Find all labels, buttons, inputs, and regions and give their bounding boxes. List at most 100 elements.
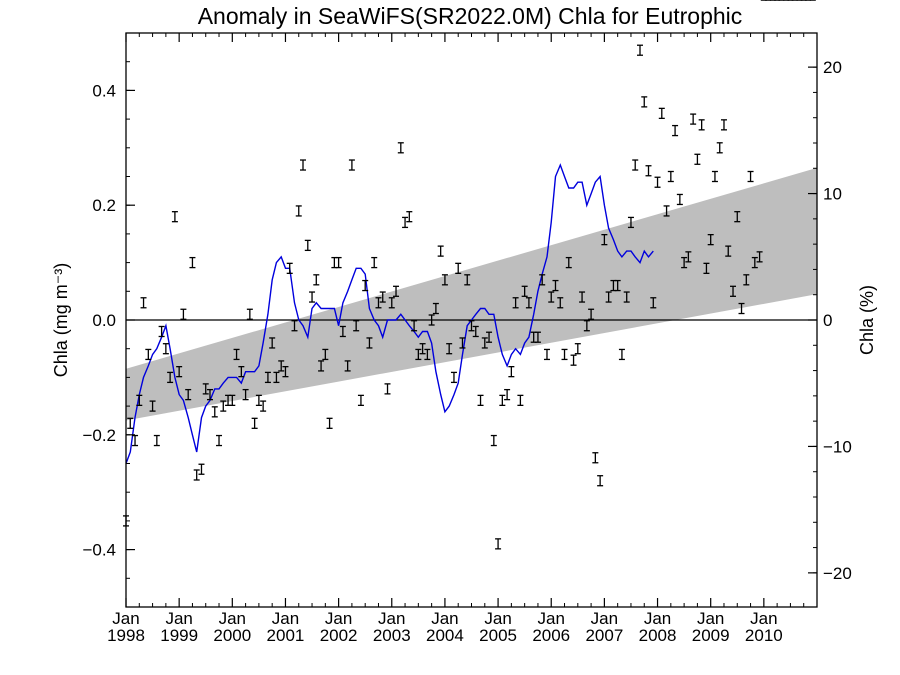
anomaly-point	[291, 320, 298, 332]
anomaly-point	[198, 463, 205, 475]
anomaly-point	[176, 366, 183, 378]
anomaly-point	[455, 262, 462, 274]
anomaly-point	[193, 469, 200, 481]
anomaly-point	[339, 325, 346, 338]
anomaly-point	[743, 274, 750, 286]
anomaly-point	[411, 320, 418, 332]
y-tick-label-left: 0.0	[92, 311, 116, 330]
anomaly-point	[424, 348, 431, 361]
anomaly-point	[326, 417, 333, 429]
anomaly-point	[565, 256, 572, 269]
anomaly-point	[495, 538, 502, 550]
anomaly-point	[282, 366, 289, 378]
anomaly-point	[220, 400, 227, 412]
anomaly-point	[672, 124, 679, 137]
anomaly-point	[255, 394, 262, 407]
anomaly-point	[132, 434, 139, 447]
anomaly-point	[419, 343, 426, 355]
anomaly-point	[331, 256, 338, 269]
x-tick-month-label: Jan	[272, 609, 299, 628]
chart-title: Anomaly in SeaWiFS(SR2022.0M) Chla for E…	[198, 3, 743, 29]
anomaly-point	[384, 383, 391, 395]
anomaly-point	[260, 400, 267, 412]
anomaly-point	[579, 291, 586, 303]
anomaly-point	[667, 170, 674, 183]
anomaly-point	[517, 394, 524, 407]
anomaly-point	[597, 475, 604, 487]
anomaly-point	[481, 337, 488, 349]
anomaly-point	[548, 291, 555, 303]
anomaly-point	[335, 256, 342, 269]
anomaly-point	[716, 142, 723, 154]
anomaly-point	[711, 170, 718, 183]
x-tick-year-label: 2009	[692, 626, 730, 645]
y-tick-label-right: 0	[823, 311, 832, 330]
x-tick-month-label: Jan	[325, 609, 352, 628]
anomaly-point	[751, 256, 758, 269]
running-mean-line	[125, 163, 654, 464]
anomaly-point	[756, 251, 763, 263]
anomaly-point	[490, 434, 497, 447]
anomaly-point	[627, 216, 634, 229]
anomaly-point	[127, 417, 134, 429]
anomaly-point	[344, 360, 351, 372]
anomaly-point	[353, 320, 360, 332]
x-tick-year-label: 2008	[639, 626, 677, 645]
anomaly-point	[233, 348, 240, 361]
anomaly-point	[459, 337, 466, 349]
anomaly-point	[543, 348, 550, 361]
anomaly-point	[592, 452, 599, 464]
anomaly-point	[304, 239, 311, 252]
x-tick-month-label: Jan	[219, 609, 246, 628]
anomaly-point	[654, 176, 661, 188]
anomaly-point	[464, 274, 471, 286]
anomaly-point	[273, 371, 280, 384]
anomaly-point	[614, 279, 621, 292]
anomaly-point	[730, 285, 737, 297]
anomaly-point	[477, 394, 484, 407]
anomaly-point	[322, 348, 329, 361]
anomaly-point	[278, 360, 285, 372]
x-tick-year-label: 2006	[532, 626, 570, 645]
anomaly-point	[206, 388, 213, 401]
anomaly-point	[313, 274, 320, 286]
anomaly-point	[171, 211, 178, 223]
x-tick-year-label: 2001	[267, 626, 305, 645]
x-tick-year-label: 2010	[745, 626, 783, 645]
x-tick-year-label: 2000	[213, 626, 251, 645]
anomaly-point	[588, 308, 595, 320]
anomaly-point	[216, 434, 223, 447]
anomaly-point	[397, 142, 404, 154]
anomaly-point	[583, 320, 590, 332]
anomaly-point	[618, 348, 625, 361]
x-tick-year-label: 2004	[426, 626, 464, 645]
anomaly-point	[636, 44, 643, 56]
anomaly-point	[698, 119, 705, 131]
x-tick-year-label: 2007	[585, 626, 623, 645]
anomaly-point	[158, 325, 165, 338]
anomaly-point	[379, 291, 386, 303]
x-tick-month-label: Jan	[538, 609, 565, 628]
y-tick-label-left: 0.2	[92, 196, 116, 215]
anomaly-point	[211, 406, 218, 418]
anomaly-point	[406, 211, 413, 223]
anomaly-point	[641, 96, 648, 108]
anomaly-point	[432, 302, 439, 315]
x-tick-month-label: Jan	[697, 609, 724, 628]
anomaly-point	[690, 113, 697, 125]
anomaly-point	[747, 170, 754, 183]
anomaly-point	[504, 388, 511, 401]
anomaly-point	[202, 383, 209, 395]
anomaly-point	[318, 360, 325, 372]
anomaly-point	[694, 153, 701, 165]
anomaly-point	[645, 165, 652, 177]
anomaly-point	[180, 308, 187, 320]
anomaly-point	[229, 394, 236, 407]
anomaly-point	[738, 302, 745, 315]
anomaly-point	[508, 366, 515, 378]
anomaly-point	[557, 297, 564, 309]
anomaly-point	[238, 366, 245, 378]
anomaly-point	[468, 320, 475, 332]
y-tick-label-left: −0.4	[82, 541, 116, 560]
